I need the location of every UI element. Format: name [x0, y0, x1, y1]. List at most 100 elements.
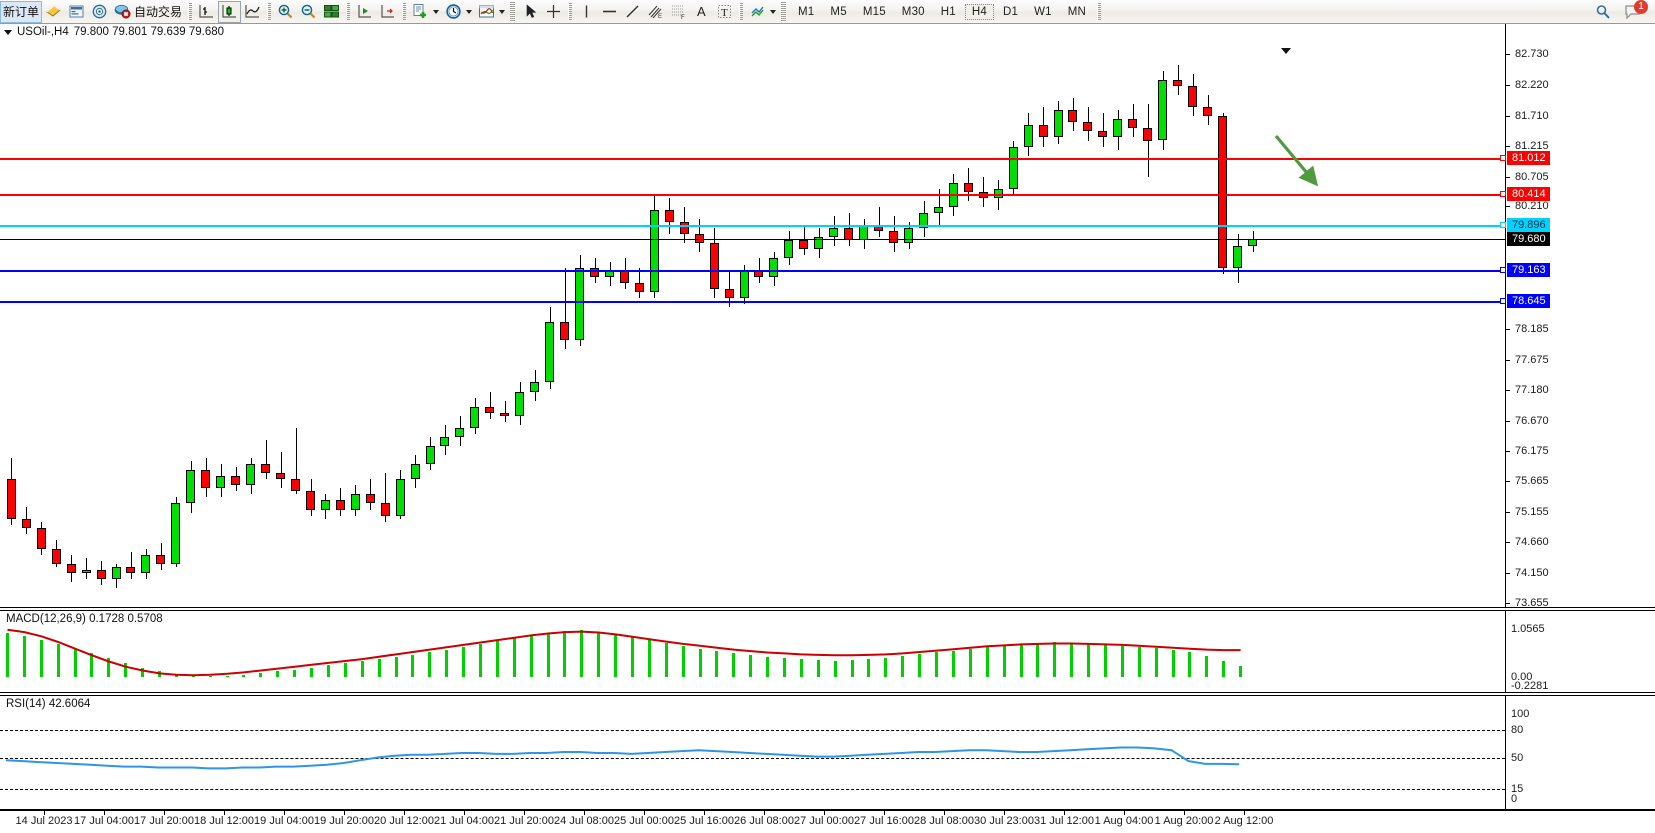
price-plot[interactable]: [0, 24, 1505, 607]
rsi-level-80: [0, 730, 1505, 732]
timeframe-mn[interactable]: MN: [1067, 5, 1087, 18]
candle-body: [351, 494, 360, 510]
price-tick: 76.175: [1506, 445, 1549, 457]
rsi-pane[interactable]: RSI(14) 42.6064 100 80 50 15 0: [0, 695, 1655, 810]
price-tag-support[interactable]: 79.163: [1500, 262, 1550, 277]
price-line-bid[interactable]: [0, 238, 1505, 240]
timeframe-m30[interactable]: M30: [901, 5, 925, 18]
period-icon[interactable]: [442, 1, 475, 23]
chevron-down-icon[interactable]: [466, 9, 473, 14]
fibonacci-icon[interactable]: F: [667, 1, 690, 23]
zoom-out-icon[interactable]: [297, 1, 320, 23]
crosshair-icon[interactable]: [542, 1, 565, 23]
auto-trading-button[interactable]: 自动交易: [111, 1, 185, 23]
macd-histogram-bar: [986, 646, 989, 678]
price-line-support[interactable]: [0, 301, 1505, 304]
macd-histogram-bar: [175, 674, 178, 678]
templates-icon[interactable]: [475, 1, 508, 23]
macd-histogram-bar: [732, 653, 735, 678]
bar-chart-icon[interactable]: [195, 1, 218, 23]
price-axis[interactable]: 82.730 82.220 81.710 81.215 80.705 80.210 78.1…: [1500, 24, 1655, 609]
text-icon[interactable]: A: [690, 1, 713, 23]
time-tick: [824, 811, 825, 815]
timeframe-m1[interactable]: M1: [798, 5, 815, 18]
candle-wick: [1148, 104, 1149, 177]
search-icon[interactable]: [1591, 1, 1615, 23]
timeframe-d1[interactable]: D1: [1003, 5, 1019, 18]
macd-plot[interactable]: [0, 611, 1505, 692]
cursor-icon[interactable]: [519, 1, 542, 23]
price-tag-pivot[interactable]: 79.896: [1500, 218, 1550, 233]
price-tick: 76.670: [1506, 415, 1549, 427]
price-tag-handle[interactable]: [1500, 266, 1506, 273]
toolbar-separator: [346, 2, 351, 21]
tile-windows-icon[interactable]: [320, 1, 343, 23]
price-tag-bid[interactable]: 79.680: [1507, 231, 1550, 246]
price-tag-handle[interactable]: [1500, 222, 1506, 229]
price-line-resistance[interactable]: [0, 194, 1505, 197]
line-chart-icon[interactable]: [241, 1, 264, 23]
vertical-line-icon[interactable]: [575, 1, 598, 23]
price-pane[interactable]: USOil-,H4 79.800 79.801 79.639 79.680 82…: [0, 24, 1655, 609]
rsi-axis[interactable]: 100 80 50 15 0: [1505, 696, 1655, 809]
time-label: 18 Jul 12:00: [194, 815, 254, 827]
toolbar-grip[interactable]: [781, 1, 787, 22]
macd-histogram-bar: [242, 674, 245, 678]
price-tag-handle[interactable]: [1500, 191, 1506, 198]
price-line-resistance[interactable]: [0, 157, 1505, 160]
price-tick: 81.215: [1506, 140, 1549, 152]
macd-histogram-bar: [851, 660, 854, 678]
price-tag-resistance[interactable]: 80.414: [1500, 187, 1550, 202]
timeframe-w1[interactable]: W1: [1034, 5, 1052, 18]
macd-axis[interactable]: 1.0565 0.00 -0.2281: [1505, 611, 1655, 692]
chevron-down-icon[interactable]: [499, 9, 506, 14]
objects-icon[interactable]: [746, 1, 779, 23]
candle-body: [934, 207, 943, 214]
timeframe-m5[interactable]: M5: [830, 5, 847, 18]
alerts-icon[interactable]: 1: [1621, 0, 1648, 23]
navigator-icon[interactable]: [88, 1, 111, 23]
timeframe-h4[interactable]: H4: [964, 3, 994, 20]
equidistant-channel-icon[interactable]: E: [644, 1, 667, 23]
timeframe-m15[interactable]: M15: [862, 5, 886, 18]
chart-area[interactable]: USOil-,H4 79.800 79.801 79.639 79.680 82…: [0, 24, 1655, 833]
price-line-support[interactable]: [0, 269, 1505, 272]
time-tick: [284, 811, 285, 815]
shift-end-icon[interactable]: [353, 1, 376, 23]
time-label: 17 Jul 04:00: [74, 815, 134, 827]
candlestick-chart-icon[interactable]: [218, 0, 242, 23]
candle-body: [336, 500, 345, 510]
zoom-in-icon[interactable]: [274, 1, 297, 23]
time-tick: [944, 811, 945, 815]
indicators-icon[interactable]: [409, 1, 442, 23]
candle-body: [171, 503, 180, 564]
data-window-icon[interactable]: [65, 1, 88, 23]
chevron-down-icon[interactable]: [770, 9, 777, 14]
macd-histogram-bar: [209, 676, 212, 678]
price-line-pivot[interactable]: [0, 225, 1505, 228]
chevron-down-icon[interactable]: [4, 29, 12, 35]
candle-body: [799, 240, 808, 250]
macd-histogram-bar: [6, 633, 9, 678]
candle-body: [530, 382, 539, 392]
time-axis[interactable]: 14 Jul 2023 17 Jul 04:00 17 Jul 20:00 18 Ju…: [0, 810, 1655, 833]
trend-line-icon[interactable]: [621, 1, 644, 23]
price-tag-handle[interactable]: [1500, 154, 1506, 161]
macd-histogram-bar: [834, 660, 837, 678]
macd-pane[interactable]: MACD(12,26,9) 0.1728 0.5708 1.0565 0.00 -0…: [0, 610, 1655, 693]
horizontal-line-icon[interactable]: [598, 1, 621, 23]
macd-histogram-bar: [1205, 656, 1208, 678]
market-watch-icon[interactable]: [42, 1, 65, 23]
chevron-down-icon[interactable]: [433, 9, 440, 14]
price-tag-resistance[interactable]: 81.012: [1500, 150, 1550, 165]
text-label-icon[interactable]: T: [713, 1, 736, 23]
rsi-plot[interactable]: [0, 696, 1505, 809]
candle-body: [1143, 128, 1152, 141]
timeframe-h1[interactable]: H1: [940, 5, 956, 18]
new-order-button[interactable]: 新订单: [0, 0, 43, 23]
price-tag-handle[interactable]: [1500, 298, 1506, 305]
toolbar-grip[interactable]: [510, 1, 516, 22]
price-tag-support[interactable]: 78.645: [1500, 294, 1550, 309]
macd-histogram-bar: [1020, 643, 1023, 678]
auto-scroll-icon[interactable]: [376, 1, 399, 23]
